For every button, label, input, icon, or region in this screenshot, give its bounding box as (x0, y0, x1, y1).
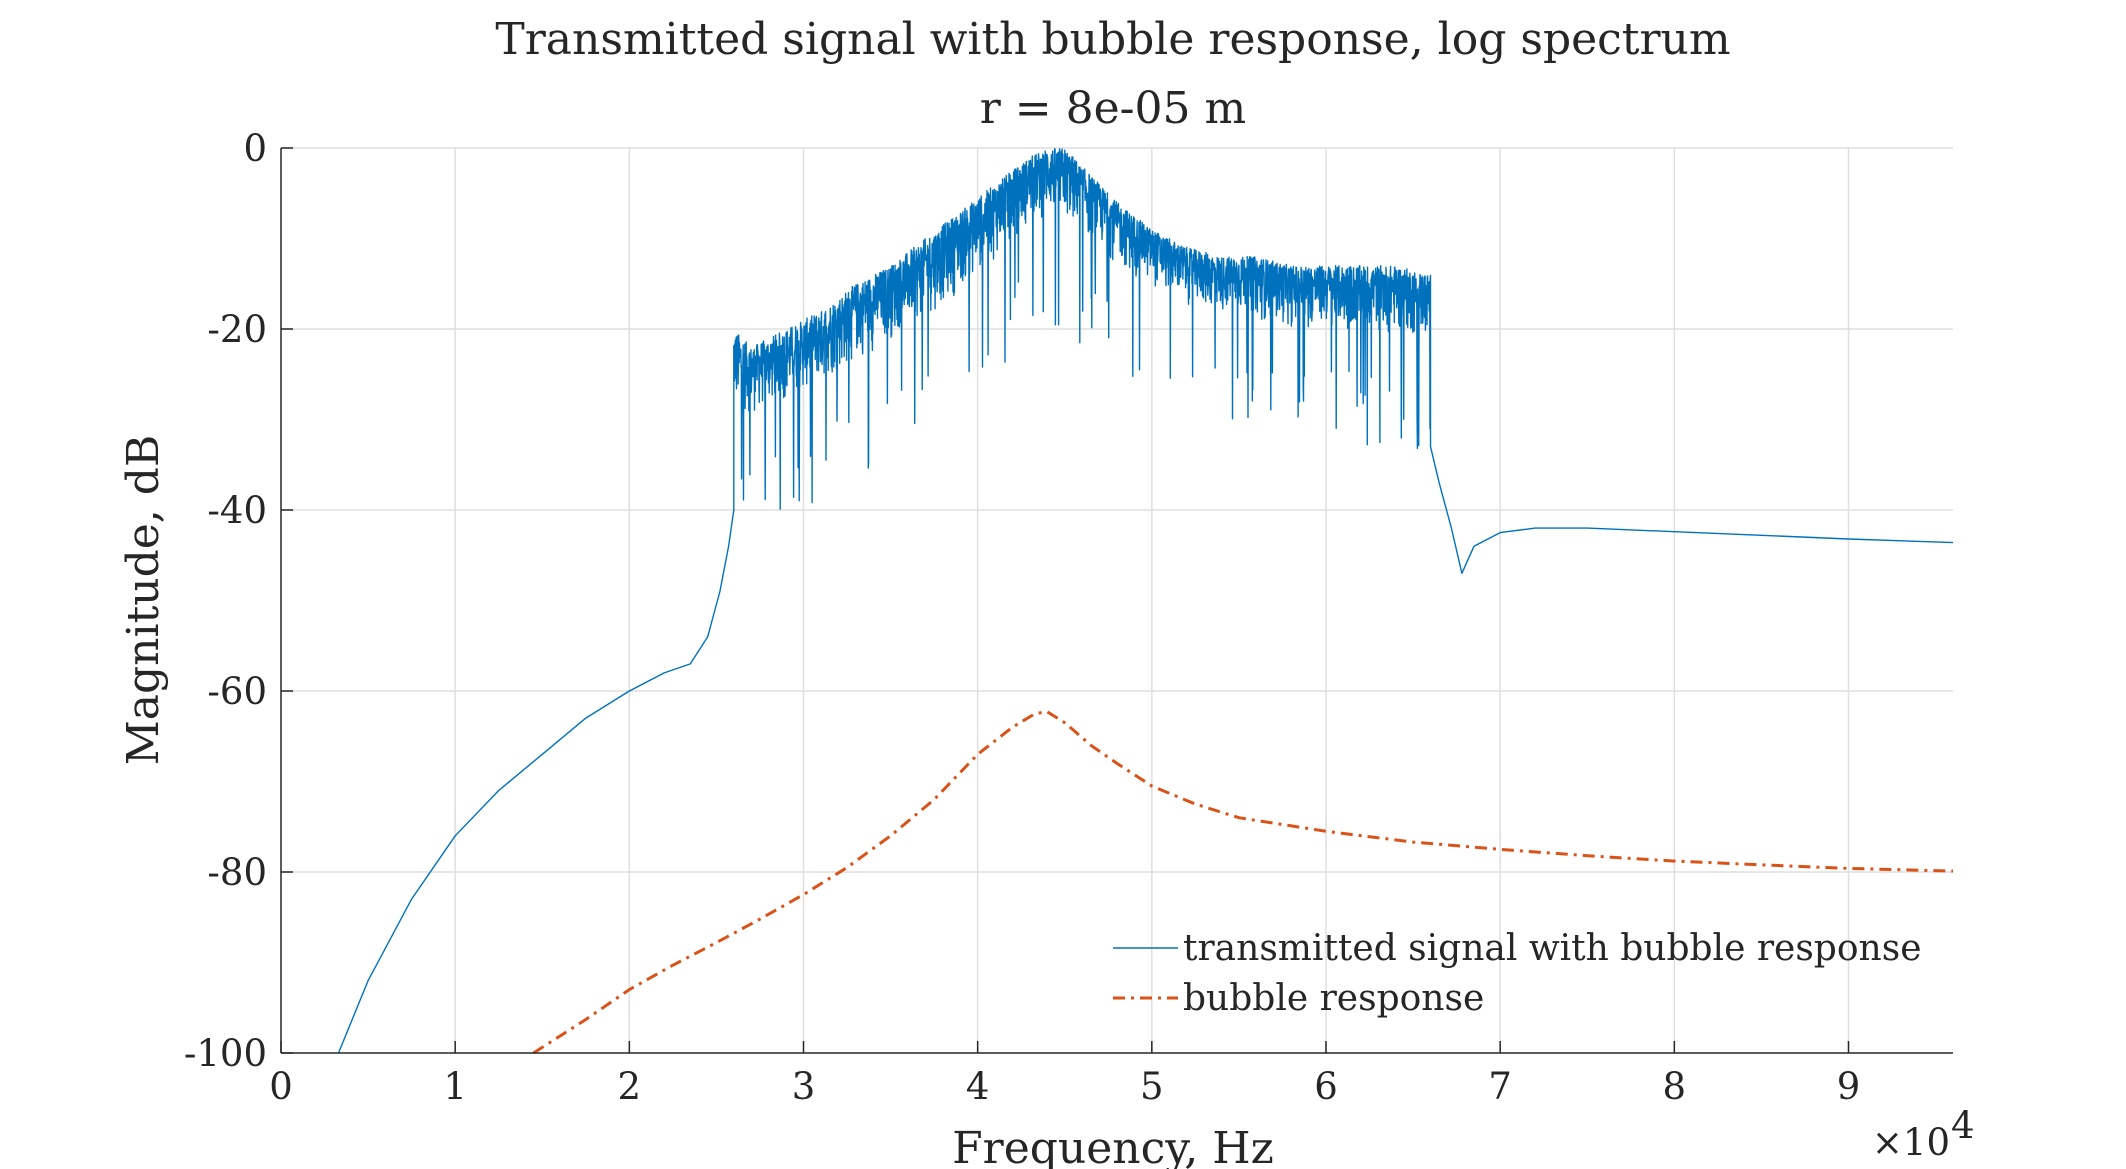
plot-area (337, 148, 1954, 1055)
x-tick-label: 9 (1837, 1065, 1861, 1108)
x-tick-label: 0 (269, 1065, 293, 1108)
legend: transmitted signal with bubble response … (1113, 928, 1922, 1019)
axes (280, 147, 1953, 1054)
series-line-bubble (532, 710, 1954, 1055)
y-tick-label: -80 (207, 851, 267, 894)
y-tick-label: -20 (207, 308, 267, 351)
x-tick-label: 3 (792, 1065, 816, 1108)
y-tick-label: -40 (207, 489, 267, 532)
grid (281, 147, 1953, 1053)
y-axis-label: Magnitude, dB (118, 435, 169, 766)
chart-subtitle: r = 8e-05 m (980, 83, 1246, 134)
x-tick-label: 2 (618, 1065, 642, 1108)
x-tick-label: 8 (1663, 1065, 1687, 1108)
x-tick-label: 7 (1488, 1065, 1512, 1108)
x-exponent-power: 4 (1951, 1104, 1975, 1147)
y-tick-label: -100 (184, 1032, 267, 1075)
chart-title: Transmitted signal with bubble response,… (495, 14, 1730, 65)
legend-label-bubble: bubble response (1183, 978, 1484, 1019)
series-line-transmitted (337, 148, 1954, 1054)
x-tick-label: 5 (1140, 1065, 1164, 1108)
y-tick-label: 0 (243, 127, 267, 170)
x-tick-label: 4 (966, 1065, 990, 1108)
x-axis-label: Frequency, Hz (952, 1123, 1274, 1169)
tick-labels: 0 1 2 3 4 5 6 7 8 9 0 -20 -40 -60 -80 -100 (184, 127, 1860, 1108)
x-tick-label: 6 (1314, 1065, 1338, 1108)
x-tick-label: 1 (443, 1065, 467, 1108)
y-tick-label: -60 (207, 670, 267, 713)
x-exponent-label: ×10 (1872, 1121, 1950, 1164)
legend-label-transmitted: transmitted signal with bubble response (1183, 928, 1922, 969)
